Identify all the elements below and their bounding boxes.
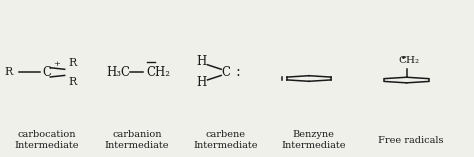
Text: Free radicals: Free radicals (378, 135, 444, 145)
Text: R: R (5, 67, 13, 77)
Text: H: H (197, 55, 207, 68)
Text: +: + (53, 60, 60, 68)
Text: C: C (42, 66, 51, 79)
Text: carbene
Intermediate: carbene Intermediate (193, 130, 258, 150)
Text: carbocation
Intermediate: carbocation Intermediate (14, 130, 79, 150)
Text: R: R (68, 58, 77, 68)
Text: H: H (197, 76, 207, 89)
Text: R: R (68, 77, 77, 87)
Text: H₃C: H₃C (107, 66, 130, 79)
Text: CH₂: CH₂ (398, 56, 419, 65)
Text: C: C (221, 66, 230, 79)
Text: Benzyne
Intermediate: Benzyne Intermediate (282, 130, 346, 150)
Text: :: : (236, 65, 240, 78)
Text: CH₂: CH₂ (146, 66, 170, 79)
Text: carbanion
Intermediate: carbanion Intermediate (105, 130, 169, 150)
